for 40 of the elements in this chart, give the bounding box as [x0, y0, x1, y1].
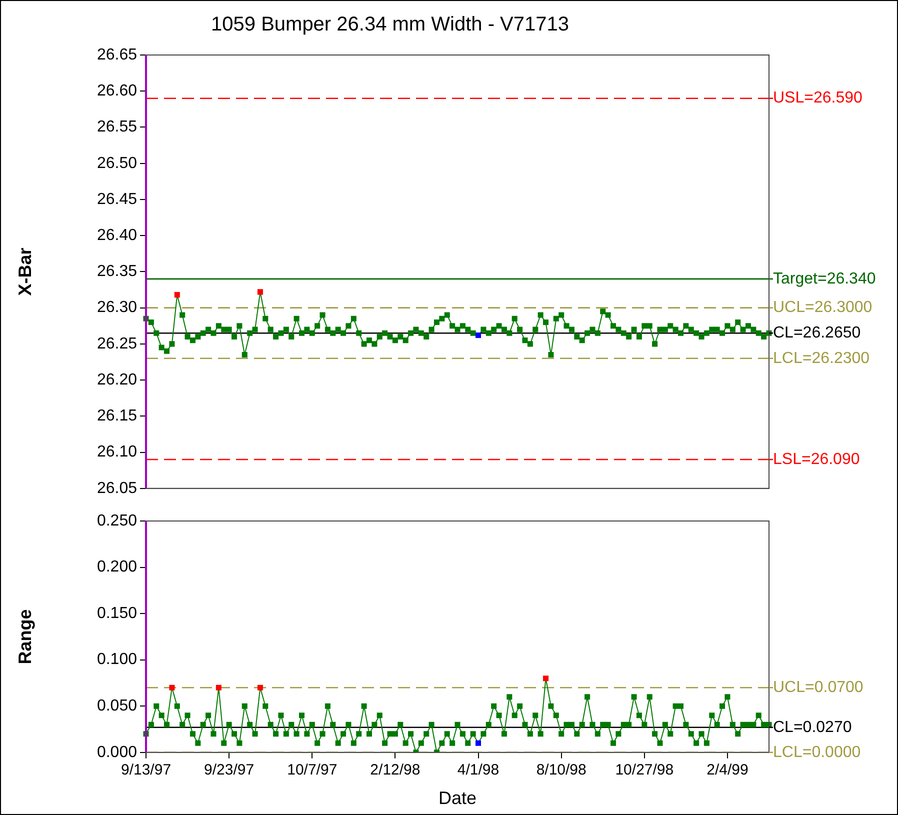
y-tick-label: 0.100	[96, 651, 138, 668]
x-tick-label: 4/1/98	[457, 762, 500, 779]
y-tick-label: 26.35	[96, 263, 138, 280]
y-tick-label: 26.20	[96, 371, 138, 388]
y-axis-title: X-Bar	[14, 248, 35, 296]
y-tick-label: 26.45	[96, 190, 138, 208]
ref-line-label: UCL=0.0700	[773, 679, 864, 696]
x-tick-label: 8/10/98	[536, 762, 586, 779]
ref-line-label: UCL=26.3000	[773, 299, 872, 316]
y-tick-label: 26.50	[96, 154, 138, 172]
y-tick-label: 0.150	[96, 604, 138, 622]
y-tick-label: 0.200	[96, 558, 138, 576]
x-tick-label: 9/13/97	[120, 762, 172, 779]
ref-line-label: CL=0.0270	[773, 718, 852, 736]
y-tick-label: 26.30	[96, 299, 138, 316]
y-tick-label: 26.55	[96, 118, 138, 136]
y-axis-title: Range	[14, 609, 35, 664]
x-axis-title: Date	[438, 788, 477, 808]
x-tick-label: 2/4/99	[706, 762, 748, 779]
chart-title: 1059 Bumper 26.34 mm Width - V71713	[211, 14, 569, 36]
ref-line-label: USL=26.590	[773, 90, 863, 107]
y-tick-label: 26.05	[96, 480, 138, 497]
ref-line-label: LSL=26.090	[773, 450, 860, 468]
y-tick-label: 26.60	[96, 82, 138, 100]
x-tick-label: 10/27/98	[615, 762, 674, 779]
y-tick-label: 0.000	[96, 744, 138, 761]
y-tick-label: 26.15	[96, 408, 138, 425]
ref-line-label: Target=26.340	[773, 270, 876, 288]
x-tick-label: 2/12/98	[370, 762, 420, 779]
y-tick-label: 0.250	[96, 512, 138, 530]
y-tick-label: 26.25	[96, 335, 138, 352]
ref-line-label: CL=26.2650	[773, 324, 861, 342]
y-tick-label: 26.10	[96, 444, 138, 461]
y-tick-label: 0.050	[96, 698, 138, 715]
ref-line-label: LCL=0.0000	[773, 744, 861, 761]
x-tick-label: 10/7/97	[287, 762, 338, 779]
x-tick-label: 9/23/97	[204, 762, 254, 779]
y-tick-label: 26.65	[96, 46, 138, 64]
ref-line-label: LCL=26.2300	[773, 350, 870, 367]
y-tick-label: 26.40	[96, 226, 138, 244]
